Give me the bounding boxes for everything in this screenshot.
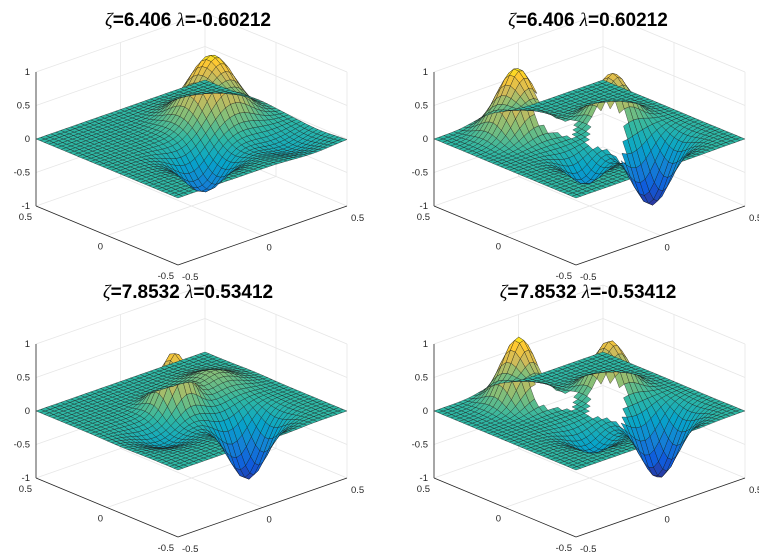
x-tick-label: 0.5 <box>749 485 759 496</box>
z-tick-label: 0 <box>423 134 428 145</box>
y-axis-line <box>434 206 576 265</box>
panel-title: ζ=6.406 λ=0.60212 <box>508 10 668 31</box>
y-tick-label: -0.5 <box>158 271 174 282</box>
z-tick-label: 1 <box>25 339 30 350</box>
y-tick-label: 0.5 <box>19 212 32 223</box>
z-tick-label: 0.5 <box>415 101 428 112</box>
z-tick-label: 0 <box>25 406 30 417</box>
z-tick-label: 0 <box>423 406 428 417</box>
z-tick-label: -0.5 <box>14 440 30 451</box>
z-tick-label: -1 <box>420 473 428 484</box>
z-tick-label: -0.5 <box>14 168 30 179</box>
y-tick-label: 0.5 <box>19 484 32 495</box>
z-tick-label: 0 <box>25 134 30 145</box>
y-axis-line <box>36 478 178 537</box>
x-tick-label: 0.5 <box>351 213 364 224</box>
y-tick-label: 0.5 <box>417 484 430 495</box>
y-tick-label: -0.5 <box>556 543 572 553</box>
surface-panel-4: -1 -0.5 0 0.5 1 -0.5 0 0.5 -0.5 0 0.5 ζ=7.8532 λ=-0… <box>412 282 759 553</box>
x-tick-label: 0.5 <box>749 213 759 224</box>
x-tick-label: -0.5 <box>182 544 198 553</box>
y-axis-line <box>434 478 576 537</box>
surface-panel-2: -1-0.500.51-0.500.5-0.500.5ζ=6.406 λ=0.6… <box>412 10 759 283</box>
y-axis-line <box>36 206 178 265</box>
surface-mesh <box>36 55 347 198</box>
z-tick-label: 1 <box>423 67 428 78</box>
x-tick-label: 0 <box>665 243 670 254</box>
z-tick-label: 0.5 <box>415 373 428 384</box>
panel-title: ζ=6.406 λ=-0.60212 <box>105 10 271 31</box>
x-axis-line <box>576 478 745 537</box>
z-tick-label: 1 <box>423 339 428 350</box>
z-tick-label: -1 <box>22 201 30 212</box>
y-tick-label: 0 <box>496 514 501 525</box>
x-tick-label: 0 <box>267 243 272 254</box>
z-tick-label: 0.5 <box>17 373 30 384</box>
y-tick-label: -0.5 <box>556 271 572 282</box>
x-tick-label: 0 <box>267 515 272 526</box>
z-tick-label: -1 <box>22 473 30 484</box>
z-tick-label: 0.5 <box>17 101 30 112</box>
panel-title: ζ=7.8532 λ=-0.53412 <box>500 282 677 303</box>
y-tick-label: -0.5 <box>158 543 174 553</box>
z-tick-label: -0.5 <box>412 168 428 179</box>
y-tick-label: 0.5 <box>417 212 430 223</box>
surface-panel-1: -1-0.500.51-0.500.5-0.500.5ζ=6.406 λ=-0.… <box>14 10 365 283</box>
x-axis-line <box>576 206 745 265</box>
x-tick-label: 0.5 <box>351 485 364 496</box>
x-tick-label: 0 <box>665 515 670 526</box>
z-tick-label: 1 <box>25 67 30 78</box>
panel-title: ζ=7.8532 λ=0.53412 <box>103 282 273 303</box>
y-tick-label: 0 <box>98 514 103 525</box>
x-axis-line <box>178 206 347 265</box>
y-tick-label: 0 <box>98 242 103 253</box>
surface-panel-3: -1 -0.5 0 0.5 1 -0.5 0 0.5 -0.5 0 0.5 ζ=7.8532 λ=0.… <box>14 282 365 553</box>
x-tick-label: -0.5 <box>580 544 596 553</box>
y-tick-label: 0 <box>496 242 501 253</box>
z-tick-label: -1 <box>420 201 428 212</box>
surface-mesh <box>36 352 347 479</box>
x-axis-line <box>178 478 347 537</box>
z-tick-label: -0.5 <box>412 440 428 451</box>
